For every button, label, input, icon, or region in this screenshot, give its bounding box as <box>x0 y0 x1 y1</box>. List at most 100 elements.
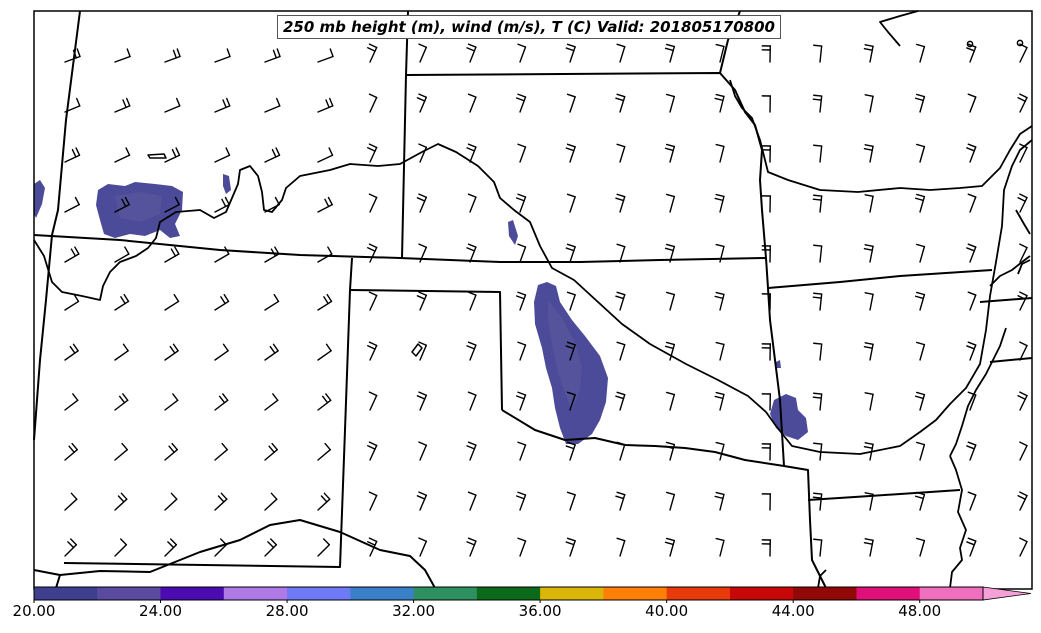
colorbar-segment <box>476 587 541 600</box>
wind-barb-feather <box>324 198 330 208</box>
wind-barb-feather <box>121 442 128 451</box>
wind-barb <box>164 293 180 311</box>
wind-barb <box>616 441 626 461</box>
wind-barb-stem <box>619 494 626 511</box>
wind-barb <box>664 243 676 263</box>
wind-barb-feather <box>416 97 426 102</box>
wind-barb-stem <box>164 300 180 311</box>
wind-barb-feather <box>517 93 527 98</box>
wind-barb-feather <box>224 196 230 206</box>
wind-barb-stem <box>519 394 527 411</box>
wind-barb-feather <box>517 491 527 496</box>
wind-barb-feather <box>715 193 725 198</box>
state-border-line <box>501 409 785 467</box>
wind-barb-stem <box>419 294 428 311</box>
wind-barb-feather <box>222 393 229 401</box>
wind-barb-feather <box>327 246 333 255</box>
wind-barb <box>368 193 378 213</box>
wind-barb-stem <box>469 344 477 361</box>
wind-barb-stem <box>919 245 926 263</box>
colorbar-segment <box>97 587 162 600</box>
wind-barb-feather <box>517 143 527 148</box>
wind-barb-stem <box>719 343 725 361</box>
wind-barb <box>317 343 332 361</box>
state-border-line <box>349 289 503 411</box>
wind-barb-feather <box>126 48 131 58</box>
wind-barb-feather <box>967 193 977 198</box>
wind-barb-feather <box>864 244 874 247</box>
wind-barb <box>761 195 771 213</box>
wind-barb-stem <box>1019 540 1028 557</box>
wind-barb-feather <box>218 395 226 404</box>
colorbar-tick-label: 48.00 <box>898 602 942 620</box>
wind-barb-feather <box>966 247 976 252</box>
wind-barb-stem <box>369 344 378 361</box>
wind-barb <box>714 193 725 213</box>
wind-barb <box>114 293 130 311</box>
wind-barb-stem <box>1019 294 1028 311</box>
wind-barb-feather <box>863 445 873 449</box>
wind-barb-feather <box>665 291 676 296</box>
wind-barb-stem <box>869 443 874 461</box>
wind-barb-feather <box>122 393 129 401</box>
wind-barb <box>761 145 771 163</box>
wind-barb-feather <box>175 147 181 156</box>
lake-outline <box>147 153 167 159</box>
wind-barb-stem <box>919 95 926 113</box>
wind-barb-feather <box>124 196 130 206</box>
wind-barb-stem <box>469 294 477 311</box>
wind-barb-stem <box>64 399 79 411</box>
wind-barb-feather <box>269 345 276 354</box>
wind-barb-feather <box>664 247 674 252</box>
wind-barb <box>317 196 333 213</box>
wind-barb-stem <box>419 540 428 557</box>
wind-barb <box>214 147 231 163</box>
wind-barb-stem <box>469 46 477 63</box>
wind-barb <box>317 97 334 113</box>
wind-barb-feather <box>966 445 976 450</box>
wind-barb-feather <box>665 391 676 396</box>
wind-barb-feather <box>812 198 822 201</box>
wind-barb-feather <box>368 43 378 49</box>
wind-barb <box>264 393 279 411</box>
wind-barb-feather <box>517 341 527 346</box>
wind-barb <box>214 196 230 213</box>
wind-barb <box>664 441 676 461</box>
colorbar-segment <box>34 587 98 600</box>
wind-barb <box>466 441 477 461</box>
wind-barb-feather <box>466 345 476 350</box>
wind-barb <box>367 537 378 557</box>
wind-barb-feather <box>418 341 428 346</box>
wind-barb-feather <box>67 541 75 549</box>
wind-barb-feather <box>813 292 823 295</box>
wind-barb <box>864 94 874 113</box>
wind-barb <box>114 147 131 163</box>
wind-barb-feather <box>515 97 525 102</box>
wind-barb <box>515 391 527 411</box>
wind-barb-stem <box>369 294 378 311</box>
wind-barb-feather <box>467 291 477 296</box>
temperature-shade-core <box>548 300 582 410</box>
wind-barb-feather <box>273 293 280 303</box>
wind-barb <box>615 93 626 113</box>
wind-barb-feather <box>864 194 874 197</box>
wind-barb <box>616 243 626 263</box>
wind-barb <box>966 341 977 361</box>
wind-barb-feather <box>467 491 477 496</box>
wind-barb-stem <box>869 245 874 263</box>
wind-barb-feather <box>966 345 976 350</box>
wind-barb <box>761 95 771 113</box>
wind-barb-stem <box>969 196 977 213</box>
wind-barb <box>967 93 977 113</box>
wind-barb-stem <box>264 399 279 411</box>
wind-barb-stem <box>569 344 576 361</box>
wind-barb-stem <box>164 154 181 163</box>
wind-barb-stem <box>419 344 428 361</box>
wind-barb <box>164 393 179 411</box>
wind-barb <box>566 291 576 311</box>
wind-barb-stem <box>869 293 874 311</box>
wind-barb-feather <box>71 442 78 451</box>
wind-barb-feather <box>120 492 128 500</box>
wind-barb-stem <box>214 203 230 213</box>
wind-barb <box>164 196 180 213</box>
